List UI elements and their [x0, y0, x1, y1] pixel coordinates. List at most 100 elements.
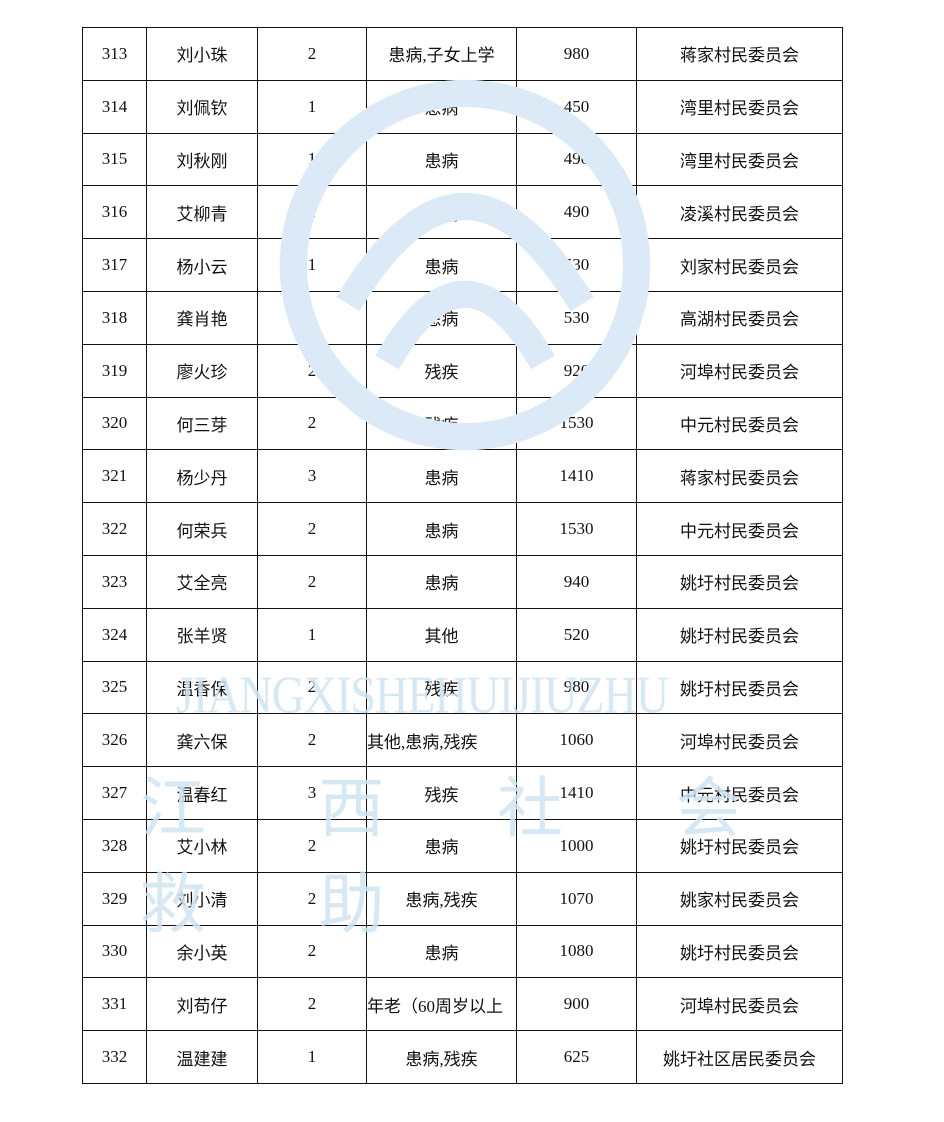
reason-cell: 残疾	[366, 766, 517, 820]
village-committee-cell: 湾里村民委员会	[636, 132, 843, 187]
village-committee-cell: 姚圩村民委员会	[636, 818, 843, 873]
household-size-cell: 1	[257, 185, 367, 240]
household-size-cell: 2	[257, 27, 367, 81]
table-row: 321 杨少丹 3 患病 1410 蒋家村民委员会	[82, 449, 843, 504]
table-row: 325 温香保 2 残疾 980 姚圩村民委员会	[82, 660, 843, 715]
village-committee-cell: 凌溪村民委员会	[636, 185, 843, 240]
household-size-cell: 2	[257, 343, 367, 398]
village-committee-cell: 姚圩村民委员会	[636, 607, 843, 662]
serial-number-cell: 332	[82, 1030, 147, 1084]
serial-number-cell: 321	[82, 449, 147, 504]
household-size-cell: 1	[257, 1030, 367, 1084]
reason-cell: 患病	[366, 554, 517, 609]
household-size-cell: 1	[257, 290, 367, 345]
amount-cell: 940	[516, 554, 637, 609]
table-row: 330 余小英 2 患病 1080 姚圩村民委员会	[82, 924, 843, 979]
table-row: 327 温春红 3 残疾 1410 中元村民委员会	[82, 766, 843, 820]
village-committee-cell: 河埠村民委员会	[636, 713, 843, 768]
household-size-cell: 3	[257, 766, 367, 820]
household-size-cell: 2	[257, 924, 367, 979]
table-row: 332 温建建 1 患病,残疾 625 姚圩社区居民委员会	[82, 1030, 843, 1084]
reason-cell: 其他	[366, 607, 517, 662]
table-row: 326 龚六保 2 其他,患病,残疾 1060 河埠村民委员会	[82, 713, 843, 768]
household-size-cell: 2	[257, 871, 367, 926]
village-committee-cell: 蒋家村民委员会	[636, 449, 843, 504]
relief-table: 313 刘小珠 2 患病,子女上学 980 蒋家村民委员会 314 刘佩钦 1 患病 450 湾里村民…	[82, 27, 843, 1084]
amount-cell: 530	[516, 238, 637, 292]
serial-number-cell: 317	[82, 238, 147, 292]
amount-cell: 1070	[516, 871, 637, 926]
name-cell: 刘佩钦	[146, 79, 258, 134]
reason-cell: 其他,患病,残疾	[366, 713, 517, 768]
reason-cell: 患病	[366, 449, 517, 504]
name-cell: 温香保	[146, 660, 258, 715]
amount-cell: 900	[516, 977, 637, 1032]
village-committee-cell: 蒋家村民委员会	[636, 27, 843, 81]
name-cell: 张羊贤	[146, 607, 258, 662]
serial-number-cell: 329	[82, 871, 147, 926]
village-committee-cell: 高湖村民委员会	[636, 290, 843, 345]
village-committee-cell: 中元村民委员会	[636, 502, 843, 556]
reason-cell: 患病,残疾	[366, 1030, 517, 1084]
serial-number-cell: 326	[82, 713, 147, 768]
table-row: 314 刘佩钦 1 患病 450 湾里村民委员会	[82, 79, 843, 134]
serial-number-cell: 314	[82, 79, 147, 134]
table-row: 319 廖火珍 2 残疾 920 河埠村民委员会	[82, 343, 843, 398]
reason-cell: 残疾	[366, 396, 517, 451]
table-row: 324 张羊贤 1 其他 520 姚圩村民委员会	[82, 607, 843, 662]
name-cell: 温建建	[146, 1030, 258, 1084]
amount-cell: 920	[516, 343, 637, 398]
village-committee-cell: 河埠村民委员会	[636, 343, 843, 398]
reason-cell: 患病,残疾	[366, 871, 517, 926]
name-cell: 刘小清	[146, 871, 258, 926]
amount-cell: 1530	[516, 502, 637, 556]
amount-cell: 1000	[516, 818, 637, 873]
reason-cell: 患病	[366, 924, 517, 979]
table-row: 316 艾柳青 1 患病 490 凌溪村民委员会	[82, 185, 843, 240]
reason-cell: 患病,子女上学	[366, 27, 517, 81]
name-cell: 廖火珍	[146, 343, 258, 398]
table-row: 318 龚肖艳 1 患病 530 高湖村民委员会	[82, 290, 843, 345]
reason-cell: 患病	[366, 502, 517, 556]
village-committee-cell: 河埠村民委员会	[636, 977, 843, 1032]
household-size-cell: 1	[257, 238, 367, 292]
table-row: 328 艾小林 2 患病 1000 姚圩村民委员会	[82, 818, 843, 873]
table-row: 322 何荣兵 2 患病 1530 中元村民委员会	[82, 502, 843, 556]
household-size-cell: 2	[257, 396, 367, 451]
serial-number-cell: 315	[82, 132, 147, 187]
name-cell: 艾小林	[146, 818, 258, 873]
amount-cell: 1410	[516, 766, 637, 820]
village-committee-cell: 湾里村民委员会	[636, 79, 843, 134]
name-cell: 艾柳青	[146, 185, 258, 240]
table-row: 317 杨小云 1 患病 530 刘家村民委员会	[82, 238, 843, 292]
name-cell: 艾全亮	[146, 554, 258, 609]
amount-cell: 1060	[516, 713, 637, 768]
name-cell: 杨少丹	[146, 449, 258, 504]
amount-cell: 1080	[516, 924, 637, 979]
amount-cell: 490	[516, 185, 637, 240]
household-size-cell: 2	[257, 660, 367, 715]
serial-number-cell: 324	[82, 607, 147, 662]
name-cell: 刘小珠	[146, 27, 258, 81]
village-committee-cell: 中元村民委员会	[636, 396, 843, 451]
serial-number-cell: 327	[82, 766, 147, 820]
serial-number-cell: 325	[82, 660, 147, 715]
household-size-cell: 2	[257, 977, 367, 1032]
household-size-cell: 1	[257, 79, 367, 134]
village-committee-cell: 姚家村民委员会	[636, 871, 843, 926]
name-cell: 龚肖艳	[146, 290, 258, 345]
table-row: 313 刘小珠 2 患病,子女上学 980 蒋家村民委员会	[82, 27, 843, 81]
name-cell: 温春红	[146, 766, 258, 820]
village-committee-cell: 中元村民委员会	[636, 766, 843, 820]
name-cell: 杨小云	[146, 238, 258, 292]
serial-number-cell: 323	[82, 554, 147, 609]
amount-cell: 1410	[516, 449, 637, 504]
reason-cell: 年老（60周岁以上	[366, 977, 517, 1032]
name-cell: 刘秋刚	[146, 132, 258, 187]
amount-cell: 530	[516, 290, 637, 345]
serial-number-cell: 328	[82, 818, 147, 873]
serial-number-cell: 322	[82, 502, 147, 556]
household-size-cell: 3	[257, 449, 367, 504]
reason-cell: 患病	[366, 238, 517, 292]
household-size-cell: 2	[257, 818, 367, 873]
